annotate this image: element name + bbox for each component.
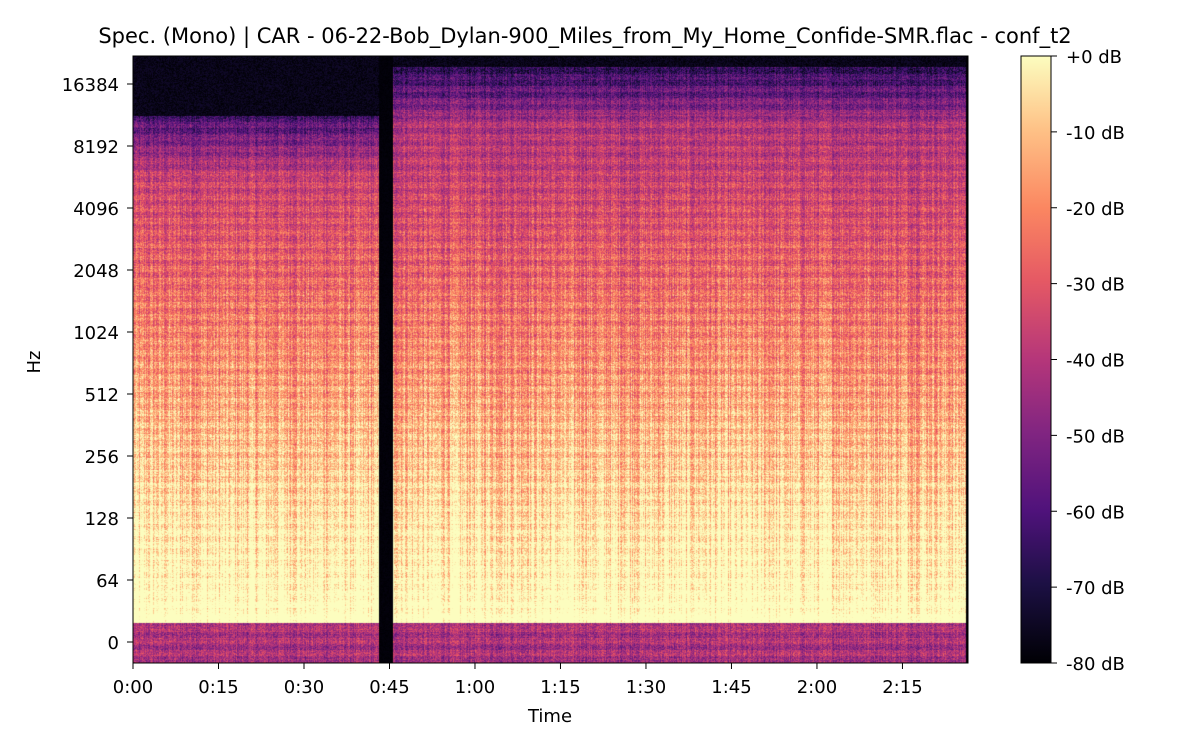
colorbar-tick-label: -60 dB [1066, 502, 1125, 523]
x-tick-label: 1:30 [626, 677, 666, 698]
x-tick-label: 1:15 [540, 677, 580, 698]
y-tick-label: 64 [96, 571, 119, 592]
spectrogram-raster [133, 56, 968, 663]
colorbar [1020, 55, 1052, 664]
x-axis-label: Time [527, 706, 572, 727]
colorbar-tick-label: -70 dB [1066, 578, 1125, 599]
x-axis: 0:00 0:15 0:30 0:45 1:00 1:15 1:30 1:45 2:00 2:15 [113, 663, 923, 698]
colorbar-tick-label: -80 dB [1066, 654, 1125, 675]
colorbar-axis: +0 dB -10 dB -20 dB -30 dB -40 dB -50 dB -60 d… [1051, 47, 1125, 675]
x-tick-label: 0:45 [369, 677, 409, 698]
y-axis-label: Hz [24, 351, 45, 374]
y-axis: 0 64 128 256 512 1024 2048 4096 8192 16384 [62, 75, 133, 654]
y-tick-label: 256 [85, 447, 119, 468]
spectrogram-image [133, 56, 968, 663]
x-tick-label: 0:15 [198, 677, 238, 698]
x-tick-label: 2:00 [797, 677, 837, 698]
colorbar-tick-label: -40 dB [1066, 351, 1125, 372]
plot-frame [132, 55, 969, 664]
y-tick-label: 4096 [73, 199, 119, 220]
x-tick-label: 0:30 [284, 677, 324, 698]
y-tick-label: 2048 [73, 261, 119, 282]
y-tick-label: 8192 [73, 137, 119, 158]
x-tick-label: 2:15 [882, 677, 922, 698]
y-tick-label: 512 [85, 385, 119, 406]
chart-title: Spec. (Mono) | CAR - 06-22-Bob_Dylan-900… [98, 24, 1071, 49]
y-tick-label: 16384 [62, 75, 119, 96]
x-tick-label: 1:45 [711, 677, 751, 698]
y-tick-label: 128 [85, 509, 119, 530]
colorbar-tick-label: -10 dB [1066, 123, 1125, 144]
colorbar-tick-label: -50 dB [1066, 426, 1125, 447]
y-tick-label: 0 [108, 633, 119, 654]
x-tick-label: 0:00 [113, 677, 153, 698]
colorbar-tick-label: +0 dB [1066, 47, 1122, 68]
y-tick-label: 1024 [73, 323, 119, 344]
x-tick-label: 1:00 [455, 677, 495, 698]
colorbar-tick-label: -30 dB [1066, 275, 1125, 296]
colorbar-tick-label: -20 dB [1066, 199, 1125, 220]
